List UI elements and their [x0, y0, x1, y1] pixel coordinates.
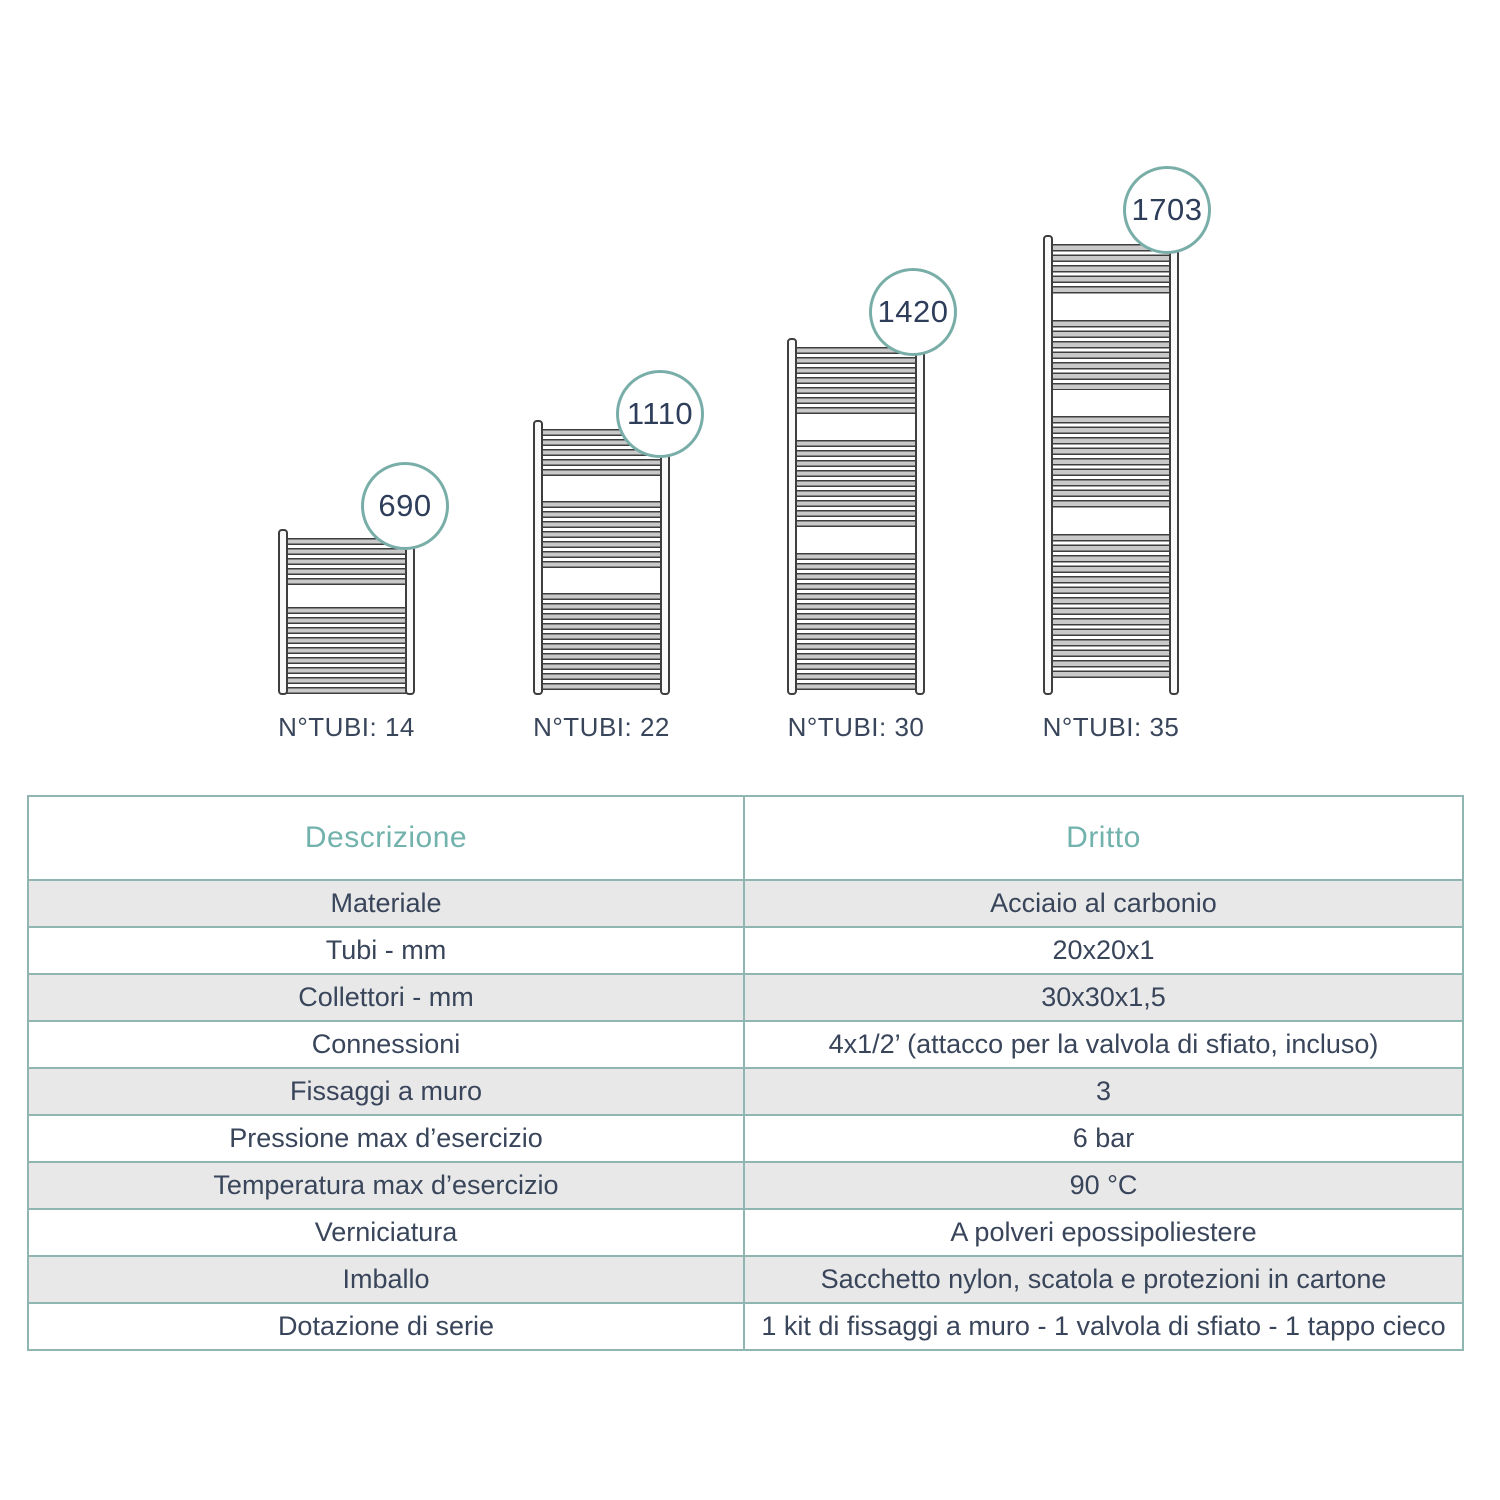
height-value: 1703 — [1131, 192, 1203, 227]
col-header-dritto: Dritto — [743, 795, 1464, 881]
row-label: Pressione max d’esercizio — [27, 1114, 745, 1163]
row-label: Tubi - mm — [27, 926, 745, 975]
height-value: 1420 — [877, 294, 949, 329]
ntubi-label: N°TUBI: 14 — [278, 712, 415, 742]
row-label: Verniciatura — [27, 1208, 745, 1257]
tube-group — [1050, 319, 1172, 390]
radiator-rail-left — [1043, 235, 1053, 695]
row-value: 20x20x1 — [743, 926, 1464, 975]
row-label: Fissaggi a muro — [27, 1067, 745, 1116]
table-row: Materiale Acciaio al carbonio — [27, 879, 1464, 928]
radiator-3: N°TUBI: 30 — [787, 338, 925, 742]
col-header-descrizione: Descrizione — [27, 795, 745, 881]
table-row: Connessioni 4x1/2’ (attacco per la valvol… — [27, 1020, 1464, 1069]
radiator-rail-right — [660, 420, 670, 695]
tube-stack — [794, 347, 918, 691]
row-label: Imballo — [27, 1255, 745, 1304]
tube-group — [540, 501, 663, 568]
table-row: Temperatura max d’esercizio 90 °C — [27, 1161, 1464, 1210]
tube-group — [794, 440, 918, 527]
tube-group — [794, 553, 918, 690]
spec-table: Descrizione Dritto Materiale Acciaio al c… — [27, 795, 1464, 1351]
row-value: 6 bar — [743, 1114, 1464, 1163]
row-label: Dotazione di serie — [27, 1302, 745, 1351]
height-circle: 1703 — [1123, 166, 1211, 254]
tube-stack — [1050, 244, 1172, 691]
table-row: Imballo Sacchetto nylon, scatola e protez… — [27, 1255, 1464, 1304]
radiator-rail-right — [1169, 235, 1179, 695]
radiator-rail-left — [533, 420, 543, 695]
row-value: A polveri epossipoliestere — [743, 1208, 1464, 1257]
row-label: Temperatura max d’esercizio — [27, 1161, 745, 1210]
table-row: Pressione max d’esercizio 6 bar — [27, 1114, 1464, 1163]
row-value: 1 kit di fissaggi a muro - 1 valvola di … — [743, 1302, 1464, 1351]
ntubi-label: N°TUBI: 30 — [787, 712, 925, 742]
row-value: 3 — [743, 1067, 1464, 1116]
tube-group — [540, 593, 663, 690]
radiator-rail-left — [787, 338, 797, 695]
radiator-rail-left — [278, 529, 288, 695]
tube-stack — [540, 429, 663, 691]
height-circle: 1110 — [616, 370, 704, 458]
height-circle: 690 — [361, 462, 449, 550]
table-row: Fissaggi a muro 3 — [27, 1067, 1464, 1116]
ntubi-label: N°TUBI: 22 — [533, 712, 670, 742]
tube-stack — [285, 538, 408, 694]
row-label: Materiale — [27, 879, 745, 928]
ntubi-label: N°TUBI: 35 — [1042, 712, 1180, 742]
height-circle: 1420 — [869, 268, 957, 356]
table-row: Verniciatura A polveri epossipoliestere — [27, 1208, 1464, 1257]
row-value: 30x30x1,5 — [743, 973, 1464, 1022]
tube-group — [1050, 533, 1172, 678]
tube-group — [285, 607, 408, 694]
row-value: 90 °C — [743, 1161, 1464, 1210]
tube-group — [1050, 416, 1172, 508]
table-row: Collettori - mm 30x30x1,5 — [27, 973, 1464, 1022]
tube-group — [1050, 244, 1172, 294]
radiator-1: N°TUBI: 14 — [278, 529, 415, 742]
height-value: 1110 — [626, 396, 694, 431]
table-row: Tubi - mm 20x20x1 — [27, 926, 1464, 975]
spec-table-header-row: Descrizione Dritto — [27, 795, 1464, 881]
radiator-rail-right — [405, 529, 415, 695]
row-label: Collettori - mm — [27, 973, 745, 1022]
table-row: Dotazione di serie 1 kit di fissaggi a mu… — [27, 1302, 1464, 1351]
tube-group — [794, 347, 918, 414]
row-value: Acciaio al carbonio — [743, 879, 1464, 928]
radiator-2: N°TUBI: 22 — [533, 420, 670, 742]
row-value: 4x1/2’ (attacco per la valvola di sfiato… — [743, 1020, 1464, 1069]
radiator-4: N°TUBI: 35 — [1043, 235, 1179, 742]
height-value: 690 — [378, 488, 432, 523]
row-label: Connessioni — [27, 1020, 745, 1069]
row-value: Sacchetto nylon, scatola e protezioni in… — [743, 1255, 1464, 1304]
radiator-rail-right — [915, 338, 925, 695]
